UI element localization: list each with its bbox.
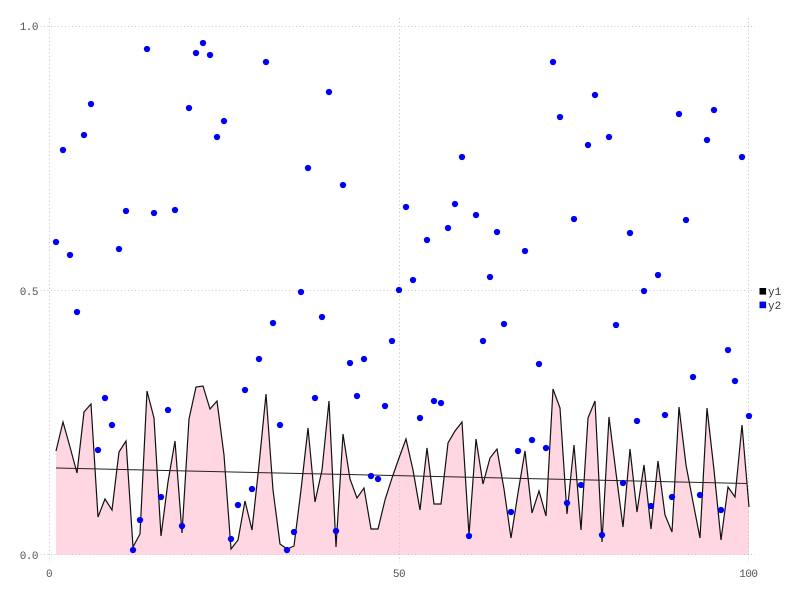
svg-text:1.0: 1.0 [20, 22, 38, 34]
svg-text:50: 50 [393, 569, 405, 581]
svg-text:0.5: 0.5 [20, 287, 38, 299]
svg-text:100: 100 [739, 569, 757, 581]
svg-text:y2: y2 [768, 301, 781, 313]
svg-text:y1: y1 [768, 287, 782, 299]
svg-text:0.0: 0.0 [20, 551, 38, 563]
svg-text:0: 0 [46, 569, 52, 581]
